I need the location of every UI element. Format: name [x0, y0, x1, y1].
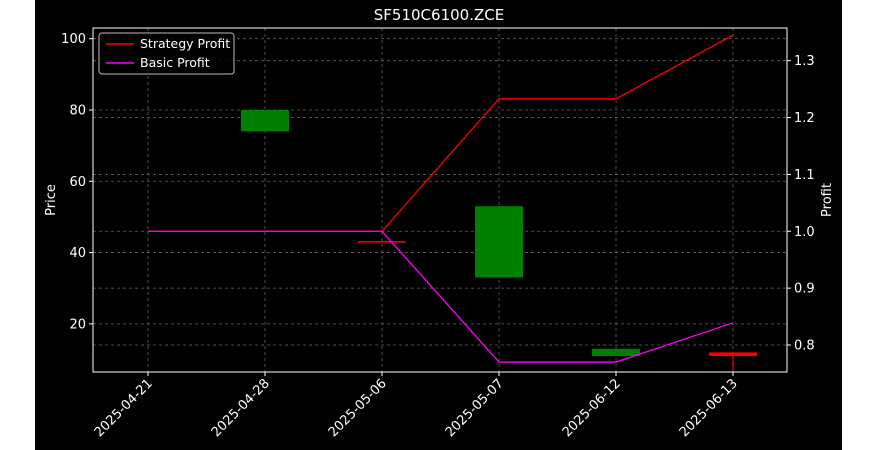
- right-axis: 0.8 0.9 1.0 1.1 1.2 1.3: [787, 54, 815, 353]
- candle-body: [592, 348, 640, 356]
- y-tick-label-right: 1.2: [794, 111, 815, 126]
- x-axis: 2025-04-21 2025-04-28 2025-05-06 2025-05-07…: [92, 372, 741, 440]
- x-tick-label: 2025-05-06: [326, 376, 390, 440]
- grid-layer: [93, 28, 787, 372]
- candles-layer: [241, 109, 757, 372]
- legend-label-basic-profit: Basic Profit: [140, 55, 210, 70]
- candle-body: [475, 206, 523, 278]
- strategy-profit-line: [148, 34, 734, 232]
- candle-body: [241, 109, 289, 132]
- y-tick-label-left: 60: [69, 175, 86, 190]
- plot-frame: [92, 27, 788, 373]
- y-tick-label-left: 20: [69, 317, 86, 332]
- y-tick-label-right: 1.1: [794, 168, 815, 183]
- y-tick-label-right: 0.8: [794, 338, 815, 353]
- x-tick-label: 2025-06-13: [677, 376, 741, 440]
- x-tick-label: 2025-04-21: [92, 376, 156, 440]
- y-tick-label-left: 40: [69, 246, 86, 261]
- candle-body: [709, 352, 757, 356]
- y-tick-label-left: 80: [69, 103, 86, 118]
- left-axis: 20 40 60 80 100: [61, 32, 93, 332]
- y-axis-label-right: Profit: [820, 183, 835, 217]
- y-tick-label-right: 1.0: [794, 225, 815, 240]
- y-tick-label-right: 0.9: [794, 282, 815, 297]
- chart-svg: SF510C6100.ZCE 20 40 60 80 100 0.8 0.9 1.0 1.1 1…: [44, 6, 835, 440]
- legend: Strategy Profit Basic Profit: [98, 32, 235, 75]
- basic-profit-line: [148, 230, 734, 363]
- y-tick-label-right: 1.3: [794, 54, 815, 69]
- profit-lines-layer: [148, 34, 734, 363]
- chart-figure: SF510C6100.ZCE 20 40 60 80 100 0.8 0.9 1.0 1.1 1…: [35, 0, 842, 450]
- y-axis-label-left: Price: [44, 184, 59, 216]
- x-tick-label: 2025-06-12: [560, 376, 624, 440]
- x-tick-label: 2025-04-28: [209, 376, 273, 440]
- chart-title: SF510C6100.ZCE: [374, 6, 504, 24]
- y-tick-label-left: 100: [61, 32, 86, 47]
- x-tick-label: 2025-05-07: [443, 376, 507, 440]
- legend-label-strategy-profit: Strategy Profit: [140, 36, 230, 51]
